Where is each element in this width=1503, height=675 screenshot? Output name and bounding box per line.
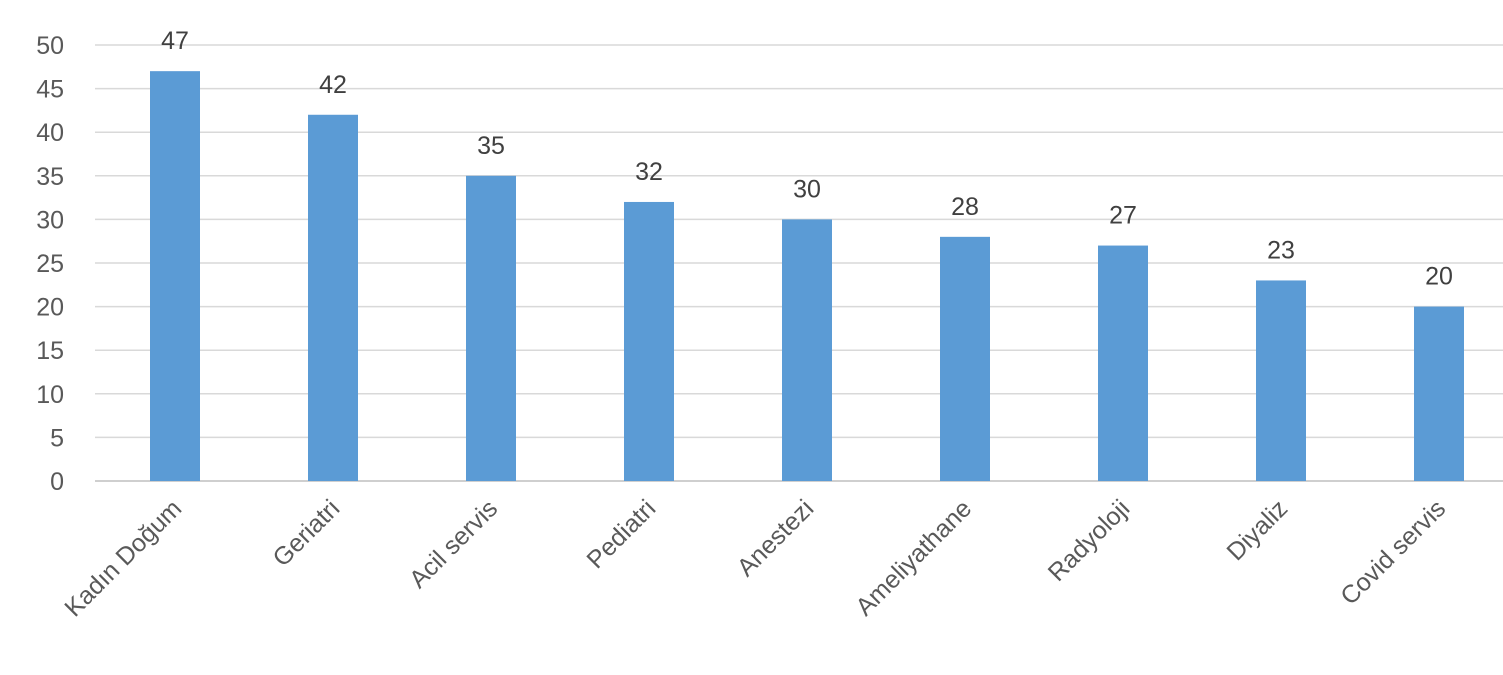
data-labels: 47 42 35 32 30 28 27 23 20 (161, 27, 1453, 290)
data-label: 23 (1267, 236, 1295, 264)
y-tick-label: 25 (36, 250, 64, 278)
data-label: 30 (793, 175, 821, 203)
data-label: 32 (635, 158, 663, 186)
y-tick-label: 35 (36, 163, 64, 191)
category-label: Diyaliz (1221, 494, 1293, 566)
data-label: 42 (319, 71, 347, 99)
bar (1414, 306, 1464, 481)
y-axis-ticks: 0 5 10 15 20 25 30 35 40 45 50 (36, 32, 64, 496)
category-label: Geriatri (267, 494, 345, 572)
bars (150, 71, 1464, 482)
data-label: 35 (477, 132, 505, 160)
data-label: 28 (951, 193, 979, 221)
bar (308, 114, 358, 481)
bar (782, 219, 832, 481)
category-label: Pediatri (582, 494, 662, 574)
bar (624, 201, 674, 481)
category-label: Radyoloji (1043, 494, 1136, 587)
data-label: 20 (1425, 263, 1453, 291)
y-tick-label: 50 (36, 32, 64, 60)
category-label: Covid servis (1335, 494, 1451, 610)
bar (150, 71, 200, 481)
bar (940, 236, 990, 481)
y-tick-label: 30 (36, 206, 64, 234)
bar (466, 175, 516, 482)
category-label: Acil servis (404, 494, 503, 593)
y-tick-label: 15 (36, 337, 64, 365)
y-tick-label: 20 (36, 294, 64, 322)
category-label: Ameliyathane (850, 494, 977, 621)
y-tick-label: 0 (50, 468, 64, 496)
bar (1256, 280, 1306, 481)
bar (1098, 245, 1148, 481)
y-tick-label: 10 (36, 381, 64, 409)
category-label: Kadın Doğum (59, 494, 187, 622)
data-label: 47 (161, 27, 189, 55)
y-tick-label: 40 (36, 119, 64, 147)
y-tick-label: 45 (36, 76, 64, 104)
category-label: Anestezi (732, 494, 820, 582)
x-axis-categories: Kadın Doğum Geriatri Acil servis Pediatri An… (59, 494, 1451, 622)
data-label: 27 (1109, 202, 1137, 230)
y-tick-label: 5 (50, 424, 64, 452)
